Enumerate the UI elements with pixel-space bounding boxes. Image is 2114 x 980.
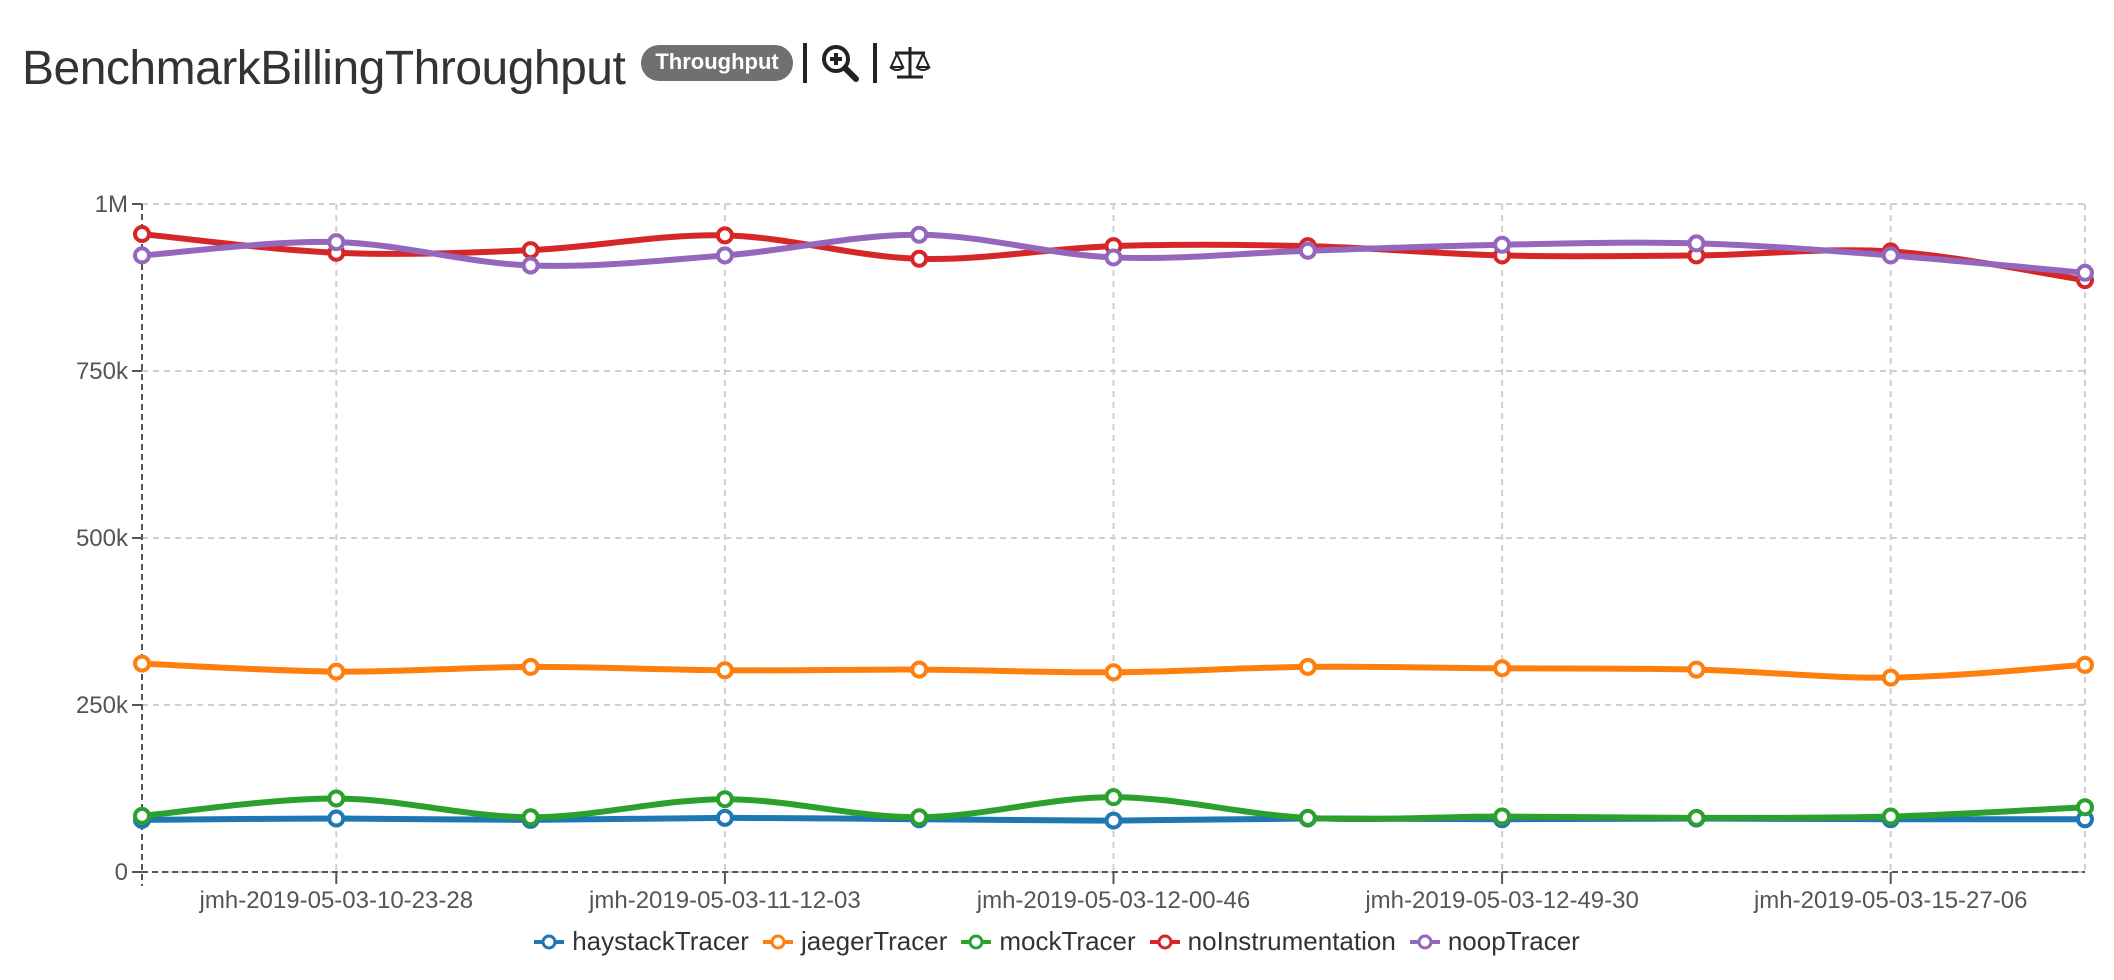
legend: haystackTracer jaegerTracer mockTracer noIn…: [0, 926, 2114, 957]
data-point-jaegerTracer[interactable]: [1881, 668, 1900, 687]
x-tick-label: jmh-2019-05-03-12-49-30: [1364, 887, 1639, 914]
x-tick-label: jmh-2019-05-03-10-23-28: [199, 887, 474, 914]
series-layer: [133, 225, 2094, 830]
data-point-mockTracer[interactable]: [1687, 808, 1706, 827]
data-point-haystackTracer[interactable]: [327, 809, 346, 828]
data-point-jaegerTracer[interactable]: [1493, 659, 1512, 678]
data-point-noopTracer[interactable]: [2076, 263, 2094, 282]
data-point-noInstrumentation[interactable]: [715, 226, 734, 245]
legend-swatch: [961, 934, 992, 949]
legend-item-haystackTracer[interactable]: haystackTracer: [534, 926, 749, 957]
data-point-mockTracer[interactable]: [910, 808, 929, 827]
data-point-noopTracer[interactable]: [521, 256, 540, 275]
balance-scale-icon[interactable]: [887, 40, 933, 86]
data-point-mockTracer[interactable]: [1493, 807, 1512, 826]
data-point-noInstrumentation[interactable]: [133, 225, 151, 244]
data-point-jaegerTracer[interactable]: [521, 657, 540, 676]
series-jaegerTracer: [133, 654, 2094, 687]
data-point-haystackTracer[interactable]: [1104, 811, 1123, 830]
legend-item-mockTracer[interactable]: mockTracer: [961, 926, 1136, 957]
data-point-jaegerTracer[interactable]: [715, 661, 734, 680]
metric-badge: Throughput: [641, 45, 793, 81]
data-point-mockTracer[interactable]: [1881, 807, 1900, 826]
data-point-mockTracer[interactable]: [133, 806, 151, 825]
legend-swatch: [762, 934, 793, 949]
data-point-mockTracer[interactable]: [327, 789, 346, 808]
separator: [872, 43, 877, 83]
legend-label: noopTracer: [1447, 926, 1580, 956]
data-point-jaegerTracer[interactable]: [910, 660, 929, 679]
data-point-noopTracer[interactable]: [327, 233, 346, 252]
y-tick-label: 500k: [76, 525, 129, 552]
chart-header: BenchmarkBillingThroughput Throughput: [22, 34, 933, 104]
data-point-jaegerTracer[interactable]: [1298, 657, 1317, 676]
data-point-jaegerTracer[interactable]: [2076, 655, 2094, 674]
legend-swatch: [1409, 934, 1440, 949]
data-point-mockTracer[interactable]: [521, 808, 540, 827]
data-point-mockTracer[interactable]: [715, 790, 734, 809]
y-tick-label: 0: [115, 859, 128, 886]
y-tick-label: 1M: [95, 191, 128, 218]
data-point-noopTracer[interactable]: [715, 246, 734, 265]
axes: 0 250k 500k 750k 1M jmh-2019-05-03-10-23-28 jm…: [76, 191, 2085, 914]
legend-item-jaegerTracer[interactable]: jaegerTracer: [762, 926, 948, 957]
legend-label: mockTracer: [999, 926, 1136, 956]
data-point-jaegerTracer[interactable]: [133, 654, 151, 673]
data-point-jaegerTracer[interactable]: [327, 662, 346, 681]
legend-swatch: [534, 934, 565, 949]
separator: [802, 43, 807, 83]
data-point-noopTracer[interactable]: [910, 225, 929, 244]
page-title: BenchmarkBillingThroughput: [22, 42, 626, 95]
line-chart: 0 250k 500k 750k 1M jmh-2019-05-03-10-23-28 jm…: [76, 191, 2094, 914]
legend-label: jaegerTracer: [800, 926, 948, 956]
data-point-noopTracer[interactable]: [1104, 248, 1123, 267]
data-point-mockTracer[interactable]: [1298, 808, 1317, 827]
legend-label: haystackTracer: [572, 926, 749, 956]
legend-label: noInstrumentation: [1187, 926, 1396, 956]
data-point-noInstrumentation[interactable]: [910, 249, 929, 268]
y-tick-label: 750k: [76, 358, 129, 385]
data-point-noopTracer[interactable]: [1881, 246, 1900, 265]
data-point-mockTracer[interactable]: [1104, 788, 1123, 807]
data-point-haystackTracer[interactable]: [715, 808, 734, 827]
legend-swatch: [1149, 934, 1180, 949]
zoom-in-icon[interactable]: [817, 40, 863, 86]
y-tick-label: 250k: [76, 692, 129, 719]
x-tick-label: jmh-2019-05-03-12-00-46: [976, 887, 1251, 914]
data-point-jaegerTracer[interactable]: [1104, 663, 1123, 682]
legend-item-noInstrumentation[interactable]: noInstrumentation: [1149, 926, 1396, 957]
legend-item-noopTracer[interactable]: noopTracer: [1409, 926, 1580, 957]
x-tick-label: jmh-2019-05-03-11-12-03: [588, 887, 861, 914]
data-point-noopTracer[interactable]: [1687, 234, 1706, 253]
data-point-jaegerTracer[interactable]: [1687, 660, 1706, 679]
data-point-mockTracer[interactable]: [2076, 798, 2094, 817]
data-point-noInstrumentation[interactable]: [521, 241, 540, 260]
data-point-noopTracer[interactable]: [1298, 241, 1317, 260]
grid: [142, 203, 2086, 873]
data-point-noopTracer[interactable]: [133, 246, 151, 265]
data-point-noopTracer[interactable]: [1493, 235, 1512, 254]
series-noopTracer: [133, 225, 2094, 282]
series-mockTracer: [133, 788, 2094, 827]
x-tick-label: jmh-2019-05-03-15-27-06: [1753, 887, 2028, 914]
